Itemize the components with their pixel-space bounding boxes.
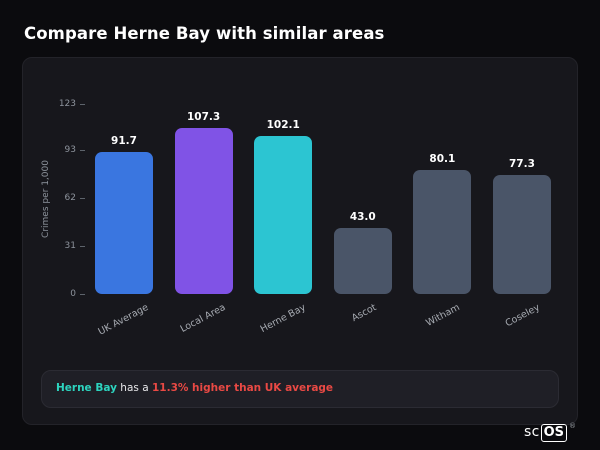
y-axis-label: Crimes per 1,000 xyxy=(41,160,51,238)
bar-value-witham: 80.1 xyxy=(429,153,456,166)
bar-group-uk-average: 91.7 UK Average xyxy=(95,104,153,338)
bar-ascot[interactable] xyxy=(333,227,392,294)
y-axis-label-wrap: Crimes per 1,000 xyxy=(37,104,55,294)
x-label-ascot: Ascot xyxy=(349,302,378,325)
y-tick-31: 31 xyxy=(65,241,85,251)
y-tick-label: 93 xyxy=(64,145,76,156)
y-tick-93: 93 xyxy=(65,145,85,155)
tick-mark xyxy=(80,245,85,247)
bar-witham[interactable] xyxy=(413,170,472,294)
note-highlight-text: 11.3% higher than UK average xyxy=(151,382,334,395)
note-area-label: Herne Bay xyxy=(56,382,117,395)
bar-group-local-area: 107.3 Local Area xyxy=(174,104,233,335)
x-label-coseley: Coseley xyxy=(503,302,542,330)
chart-card: Crimes per 1,000 0 31 62 93 123 91.7 UK Avera… xyxy=(22,57,578,425)
bar-group-witham: 80.1 Witham xyxy=(413,104,472,329)
bar-value-local-area: 107.3 xyxy=(186,111,221,124)
logo-text-os: OS xyxy=(540,424,567,442)
bar-value-herne-bay: 102.1 xyxy=(266,119,300,132)
y-tick-label: 0 xyxy=(70,289,76,299)
x-label-local-area: Local Area xyxy=(178,302,228,335)
bar-chart: Crimes per 1,000 0 31 62 93 123 91.7 UK Avera… xyxy=(37,99,563,338)
tick-mark xyxy=(80,197,85,199)
y-tick-label: 123 xyxy=(58,99,76,109)
x-label-witham: Witham xyxy=(423,302,462,329)
page-title: Compare Herne Bay with similar areas xyxy=(24,24,385,43)
y-tick-0: 0 xyxy=(70,289,85,299)
y-tick-123: 123 xyxy=(59,99,85,109)
bars: 91.7 UK Average 107.3 Local Area 102.1 Herne … xyxy=(85,104,563,338)
logo-text-sc: sc xyxy=(523,424,540,440)
note-middle-text: has a xyxy=(116,382,152,395)
registered-mark-icon: ® xyxy=(569,422,576,430)
bar-value-uk-average: 91.7 xyxy=(111,135,137,148)
tick-mark xyxy=(80,103,85,105)
bar-group-herne-bay: 102.1 Herne Bay xyxy=(254,104,313,335)
bar-uk-average[interactable] xyxy=(95,152,153,294)
tick-mark xyxy=(80,149,85,151)
y-tick-62: 62 xyxy=(65,193,85,203)
bar-group-coseley: 77.3 Coseley xyxy=(492,104,551,329)
comparison-note: Herne Bay has a 11.3% higher than UK ave… xyxy=(41,370,559,408)
bar-local-area[interactable] xyxy=(174,128,233,294)
bar-herne-bay[interactable] xyxy=(254,136,313,294)
bar-value-coseley: 77.3 xyxy=(509,157,535,170)
x-label-uk-average: UK Average xyxy=(96,302,151,338)
y-tick-label: 62 xyxy=(64,193,76,204)
x-label-herne-bay: Herne Bay xyxy=(258,302,308,335)
tick-mark xyxy=(80,293,85,295)
bar-group-ascot: 43.0 Ascot xyxy=(333,104,392,324)
y-axis: 0 31 62 93 123 xyxy=(55,99,85,299)
y-tick-label: 31 xyxy=(64,241,76,252)
bar-value-ascot: 43.0 xyxy=(349,210,376,223)
scos-logo: sc OS ® xyxy=(523,422,576,442)
bar-coseley[interactable] xyxy=(492,174,551,294)
